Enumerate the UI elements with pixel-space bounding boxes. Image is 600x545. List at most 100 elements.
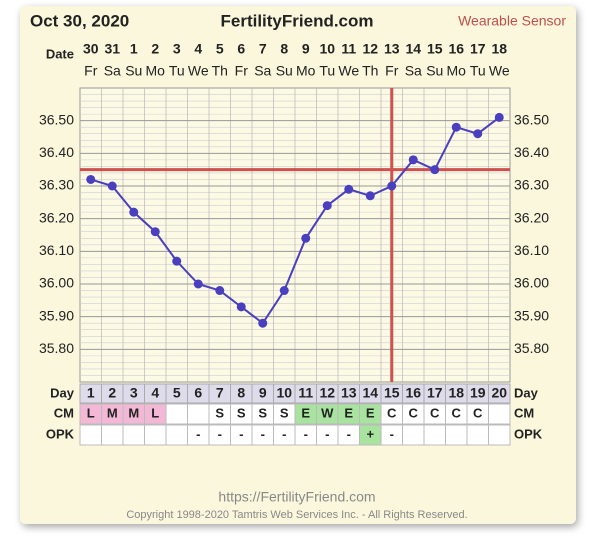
- temperature-point: [451, 122, 461, 132]
- y-tick-label: 35.90: [514, 307, 549, 323]
- row-label: Date: [46, 46, 74, 61]
- date-label: 9: [302, 41, 310, 57]
- cm-value: S: [237, 405, 246, 420]
- temperature-point: [193, 279, 203, 289]
- date-label: 11: [341, 41, 356, 57]
- day-number: 14: [362, 385, 378, 401]
- y-tick-label: 36.50: [39, 111, 74, 127]
- temperature-point: [430, 165, 440, 175]
- weekday-label: Su: [276, 63, 293, 79]
- cm-value: M: [107, 405, 118, 420]
- source-label: Wearable Sensor: [458, 13, 566, 29]
- weekday-label: We: [489, 63, 510, 79]
- weekday-label: Sa: [405, 63, 422, 79]
- day-number: 7: [216, 385, 224, 401]
- opk-cell: [165, 424, 188, 446]
- chart-title: FertilityFriend.com: [220, 11, 373, 30]
- weekday-label: Su: [426, 63, 443, 79]
- y-tick-label: 36.10: [39, 242, 74, 258]
- date-label: 17: [470, 41, 486, 57]
- temperature-point: [258, 318, 268, 328]
- weekday-label: Fr: [84, 63, 98, 79]
- date-label: 8: [280, 41, 288, 57]
- footer-url: https://FertilityFriend.com: [218, 489, 375, 505]
- row-label: Day: [50, 385, 75, 400]
- day-number: 10: [276, 385, 292, 401]
- y-tick-label: 36.00: [39, 275, 74, 291]
- day-cell: [488, 383, 511, 404]
- y-tick-label: 35.80: [514, 340, 549, 356]
- temperature-point: [387, 181, 397, 191]
- cm-cell: [165, 403, 188, 425]
- row-label: Day: [514, 385, 539, 400]
- date-label: 16: [448, 41, 464, 57]
- cm-value: S: [258, 405, 267, 420]
- temperature-point: [150, 227, 160, 237]
- cm-value: W: [321, 405, 334, 420]
- opk-value: -: [239, 426, 243, 441]
- weekday-label: Th: [362, 63, 378, 79]
- day-number: 20: [491, 385, 507, 401]
- opk-cell: [402, 424, 425, 446]
- y-tick-label: 36.40: [39, 144, 74, 160]
- cm-value: E: [344, 405, 353, 420]
- cm-value: C: [473, 405, 483, 420]
- temperature-point: [86, 174, 96, 184]
- day-number: 15: [384, 385, 400, 401]
- cm-cell: [187, 403, 210, 425]
- date-label: 18: [491, 41, 507, 57]
- day-number: 19: [470, 385, 486, 401]
- opk-cell: [122, 424, 145, 446]
- weekday-label: We: [188, 63, 209, 79]
- date-label: 15: [427, 41, 443, 57]
- day-number: 12: [319, 385, 335, 401]
- date-label: 7: [259, 41, 267, 57]
- weekday-label: Tu: [169, 63, 185, 79]
- opk-cell: [144, 424, 167, 446]
- y-tick-label: 36.40: [514, 144, 549, 160]
- copyright: Copyright 1998-2020 Tamtris Web Services…: [126, 509, 467, 521]
- y-tick-label: 35.80: [39, 340, 74, 356]
- weekday-label: Mo: [296, 63, 316, 79]
- temperature-point: [279, 286, 289, 296]
- day-number: 6: [194, 385, 202, 401]
- day-number: 17: [427, 385, 443, 401]
- temperature-point: [473, 129, 483, 139]
- weekday-label: Fr: [235, 63, 249, 79]
- date-label: 12: [362, 41, 378, 57]
- day-number: 2: [108, 385, 116, 401]
- y-tick-label: 36.00: [514, 275, 549, 291]
- day-number: 18: [448, 385, 464, 401]
- weekday-label: Th: [212, 63, 228, 79]
- cm-value: L: [87, 405, 95, 420]
- weekday-label: Fr: [385, 63, 399, 79]
- day-number: 16: [405, 385, 421, 401]
- day-number: 5: [173, 385, 181, 401]
- cm-value: M: [128, 405, 139, 420]
- y-tick-label: 36.50: [514, 111, 549, 127]
- cm-value: C: [430, 405, 440, 420]
- day-number: 8: [237, 385, 245, 401]
- opk-value: -: [196, 426, 200, 441]
- cm-value: L: [151, 405, 159, 420]
- y-tick-label: 36.30: [514, 177, 549, 193]
- temperature-point: [494, 112, 504, 122]
- weekday-label: Mo: [447, 63, 467, 79]
- opk-cell: [445, 424, 468, 446]
- temperature-point: [107, 181, 117, 191]
- date-label: 5: [216, 41, 224, 57]
- temperature-point: [215, 286, 225, 296]
- row-label: CM: [514, 405, 534, 420]
- opk-value: -: [261, 426, 265, 441]
- date-label: 31: [104, 41, 120, 57]
- temperature-point: [408, 155, 418, 165]
- weekday-label: Sa: [254, 63, 271, 79]
- temperature-point: [344, 184, 354, 194]
- opk-cell: [101, 424, 124, 446]
- opk-value: +: [366, 426, 374, 441]
- y-tick-label: 36.20: [39, 209, 74, 225]
- cm-value: S: [215, 405, 224, 420]
- opk-cell: [79, 424, 102, 446]
